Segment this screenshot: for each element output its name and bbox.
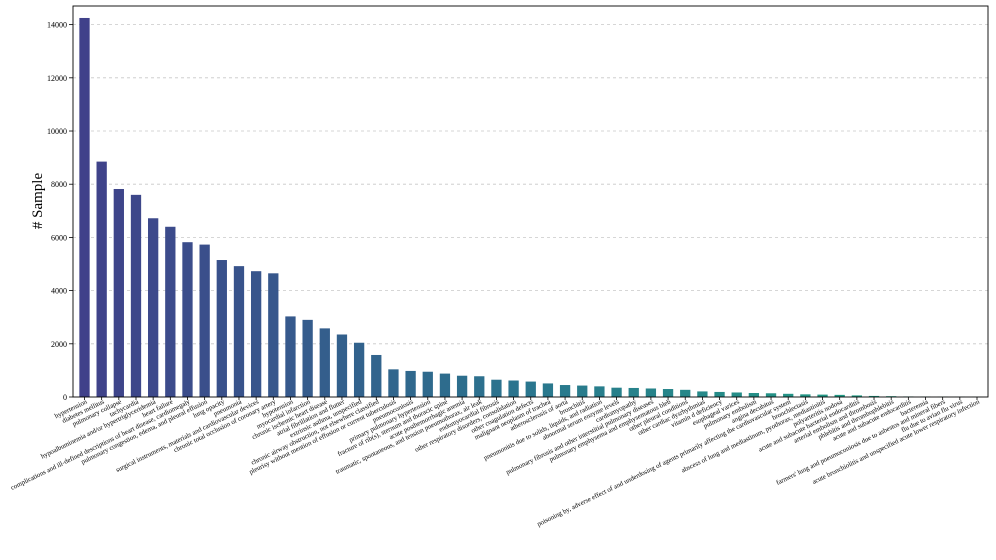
y-tick-label: 10000 bbox=[47, 127, 67, 136]
bar bbox=[199, 244, 210, 397]
bars bbox=[79, 17, 983, 397]
bar bbox=[456, 375, 468, 397]
y-tick-label: 0 bbox=[63, 393, 67, 402]
bar bbox=[594, 386, 605, 397]
bar bbox=[817, 394, 828, 397]
y-tick-labels: 0 2000 4000 6000 8000 10000 12000 14000 bbox=[47, 21, 67, 402]
bar bbox=[577, 385, 588, 397]
bar bbox=[765, 393, 777, 397]
bar bbox=[79, 17, 90, 397]
bar bbox=[834, 394, 845, 397]
bar bbox=[130, 194, 142, 397]
bar bbox=[422, 371, 433, 397]
bar bbox=[851, 395, 863, 397]
plot-frame bbox=[72, 5, 989, 398]
bar bbox=[697, 391, 708, 397]
bar bbox=[868, 395, 880, 397]
bar bbox=[336, 334, 348, 397]
bar bbox=[508, 380, 519, 397]
bar bbox=[491, 379, 502, 397]
bar bbox=[233, 266, 245, 397]
bar bbox=[542, 383, 554, 397]
bar bbox=[113, 188, 124, 397]
bar bbox=[645, 388, 657, 397]
bar bbox=[662, 389, 674, 397]
bar bbox=[748, 393, 760, 397]
bar bbox=[783, 393, 794, 397]
bar bbox=[628, 387, 639, 397]
bar bbox=[148, 218, 159, 397]
y-axis-label: # Sample bbox=[30, 173, 46, 230]
y-tick-label: 8000 bbox=[51, 180, 67, 189]
bar bbox=[182, 242, 193, 397]
y-tick-label: 6000 bbox=[51, 233, 67, 242]
bar bbox=[96, 161, 107, 397]
bar bbox=[250, 271, 262, 397]
y-gridlines bbox=[73, 24, 988, 345]
bar bbox=[216, 260, 227, 397]
bar bbox=[405, 370, 416, 397]
bar bbox=[285, 316, 296, 397]
bar bbox=[731, 392, 742, 397]
bar bbox=[353, 342, 365, 397]
bar bbox=[525, 381, 536, 397]
bar bbox=[319, 328, 330, 397]
bar bbox=[371, 354, 382, 397]
bar bbox=[439, 373, 451, 397]
bar bbox=[388, 369, 399, 397]
bar bbox=[165, 226, 176, 397]
bar bbox=[302, 319, 313, 397]
y-tick-label: 2000 bbox=[51, 340, 67, 349]
bar bbox=[268, 273, 279, 397]
bar bbox=[611, 387, 622, 397]
bar bbox=[680, 389, 691, 397]
y-tick-label: 4000 bbox=[51, 287, 67, 296]
bar bbox=[474, 376, 485, 397]
y-tick-label: 14000 bbox=[47, 21, 67, 30]
bar bbox=[800, 394, 811, 397]
y-tick-label: 12000 bbox=[47, 74, 67, 83]
axes bbox=[69, 5, 989, 400]
bar bbox=[714, 391, 725, 397]
bar bbox=[559, 385, 571, 397]
